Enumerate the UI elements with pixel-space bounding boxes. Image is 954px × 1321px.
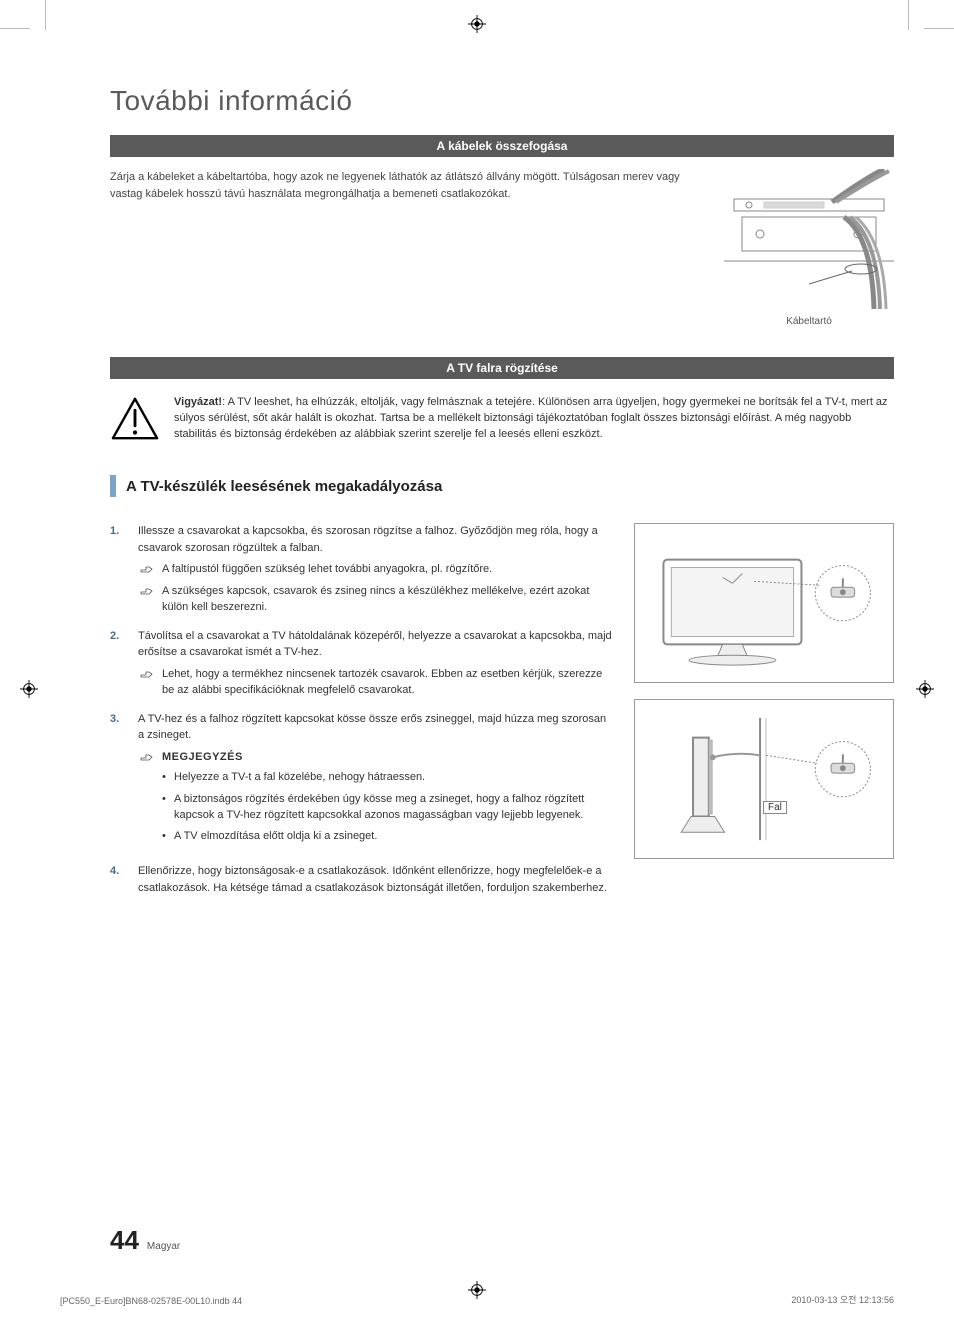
crop-mark bbox=[908, 0, 909, 30]
page-title: További információ bbox=[110, 85, 894, 117]
steps-column: 1. Illessze a csavarokat a kapcsokba, és… bbox=[110, 523, 612, 908]
note-sublabel: MEGJEGYZÉS bbox=[162, 750, 243, 766]
step-text: Ellenőrizze, hogy biztonságosak-e a csat… bbox=[138, 865, 607, 894]
section-bar-wall: A TV falra rögzítése bbox=[110, 357, 894, 379]
warning-label: Vigyázat! bbox=[174, 396, 222, 408]
figure-tv-wall: Fal bbox=[634, 699, 894, 859]
registration-mark-icon bbox=[468, 1281, 486, 1299]
pointing-hand-icon bbox=[140, 563, 154, 575]
cable-holder-figure: Kábeltartó bbox=[724, 169, 894, 327]
step-text: A TV-hez és a falhoz rögzített kapcsokat… bbox=[138, 713, 606, 742]
section-bar-cables: A kábelek összefogása bbox=[110, 135, 894, 157]
subsection-header: A TV-készülék leesésének megakadályozása bbox=[110, 475, 894, 497]
note-text: A faltípustól függően szükség lehet tová… bbox=[162, 562, 492, 578]
page-number: 44 bbox=[110, 1225, 139, 1256]
content-columns: 1. Illessze a csavarokat a kapcsokba, és… bbox=[110, 523, 894, 908]
page-footer: 44 Magyar bbox=[110, 1225, 180, 1256]
figure-tv-front bbox=[634, 523, 894, 683]
note-item: A faltípustól függően szükség lehet tová… bbox=[140, 562, 612, 578]
bullet-list: Helyezze a TV-t a fal közelébe, nehogy h… bbox=[160, 770, 612, 846]
warning-block: Vigyázat!: A TV leeshet, ha elhúzzák, el… bbox=[110, 391, 894, 447]
bullet-item: A TV elmozdítása előtt oldja ki a zsineg… bbox=[160, 829, 612, 845]
pointing-hand-icon bbox=[140, 751, 154, 763]
cable-section: Zárja a kábeleket a kábeltartóba, hogy a… bbox=[110, 169, 894, 327]
note-item: MEGJEGYZÉS bbox=[140, 750, 612, 766]
warning-triangle-icon bbox=[110, 395, 160, 443]
step-text: Távolítsa el a csavarokat a TV hátoldalá… bbox=[138, 630, 612, 659]
step-item: 1. Illessze a csavarokat a kapcsokba, és… bbox=[110, 523, 612, 616]
step-number: 3. bbox=[110, 711, 126, 852]
note-text: A szükséges kapcsok, csavarok és zsineg … bbox=[162, 584, 612, 616]
crop-mark bbox=[0, 28, 30, 29]
crop-mark bbox=[45, 0, 46, 30]
registration-mark-icon bbox=[20, 680, 38, 698]
note-text: Lehet, hogy a termékhez nincsenek tartoz… bbox=[162, 667, 612, 699]
subsection-mark-icon bbox=[110, 475, 116, 497]
pointing-hand-icon bbox=[140, 585, 154, 597]
subsection-title: A TV-készülék leesésének megakadályozása bbox=[126, 478, 442, 495]
note-item: A szükséges kapcsok, csavarok és zsineg … bbox=[140, 584, 612, 616]
warning-body: : A TV leeshet, ha elhúzzák, eltolják, v… bbox=[174, 396, 888, 440]
figures-column: Fal bbox=[634, 523, 894, 908]
step-number: 2. bbox=[110, 628, 126, 699]
page-body: További információ A kábelek összefogása… bbox=[0, 0, 954, 948]
pointing-hand-icon bbox=[140, 668, 154, 680]
wall-label: Fal bbox=[763, 801, 787, 814]
cable-holder-caption: Kábeltartó bbox=[724, 316, 894, 327]
crop-mark bbox=[924, 28, 954, 29]
bullet-item: A biztonságos rögzítés érdekében úgy kös… bbox=[160, 792, 612, 824]
warning-text: Vigyázat!: A TV leeshet, ha elhúzzák, el… bbox=[174, 395, 894, 443]
note-item: Lehet, hogy a termékhez nincsenek tartoz… bbox=[140, 667, 612, 699]
registration-mark-icon bbox=[916, 680, 934, 698]
step-text: Illessze a csavarokat a kapcsokba, és sz… bbox=[138, 525, 598, 554]
print-footer-right: 2010-03-13 오전 12:13:56 bbox=[791, 1293, 894, 1306]
print-footer-left: [PC550_E-Euro]BN68-02578E-00L10.indb 44 bbox=[60, 1296, 242, 1306]
step-number: 1. bbox=[110, 523, 126, 616]
step-item: 2. Távolítsa el a csavarokat a TV hátold… bbox=[110, 628, 612, 699]
step-item: 3. A TV-hez és a falhoz rögzített kapcso… bbox=[110, 711, 612, 852]
page-language: Magyar bbox=[147, 1241, 180, 1252]
step-item: 4. Ellenőrizze, hogy biztonságosak-e a c… bbox=[110, 863, 612, 896]
step-number: 4. bbox=[110, 863, 126, 896]
bullet-item: Helyezze a TV-t a fal közelébe, nehogy h… bbox=[160, 770, 612, 786]
cable-intro-text: Zárja a kábeleket a kábeltartóba, hogy a… bbox=[110, 169, 704, 327]
registration-mark-icon bbox=[468, 15, 486, 33]
